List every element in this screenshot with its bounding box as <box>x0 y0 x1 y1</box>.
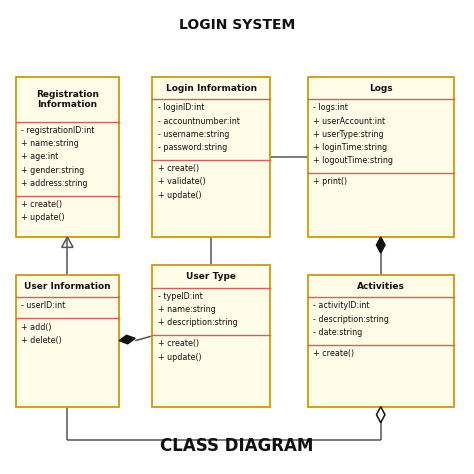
Text: LOGIN SYSTEM: LOGIN SYSTEM <box>179 18 295 32</box>
Text: Registration
Information: Registration Information <box>36 90 99 109</box>
Bar <box>308 275 454 407</box>
Text: + create(): + create() <box>313 349 355 358</box>
Text: - description:string: - description:string <box>313 315 389 324</box>
Text: + print(): + print() <box>313 177 347 186</box>
Text: + logoutTime:string: + logoutTime:string <box>313 156 393 165</box>
Text: - loginID:int: - loginID:int <box>158 103 204 112</box>
Text: Logs: Logs <box>369 83 392 92</box>
Polygon shape <box>119 335 135 344</box>
Bar <box>308 77 454 237</box>
Text: + update(): + update() <box>21 213 65 222</box>
Text: + name:string: + name:string <box>21 139 79 148</box>
Text: - password:string: - password:string <box>158 143 227 152</box>
Bar <box>16 77 119 237</box>
Text: + userAccount:int: + userAccount:int <box>313 117 385 126</box>
Text: + create(): + create() <box>158 339 199 348</box>
Text: - logs:int: - logs:int <box>313 103 348 112</box>
Text: User Type: User Type <box>186 272 236 281</box>
Text: + description:string: + description:string <box>158 319 237 328</box>
Text: + update(): + update() <box>158 353 201 362</box>
Text: + update(): + update() <box>158 191 201 200</box>
Text: + name:string: + name:string <box>158 305 216 314</box>
Text: - username:string: - username:string <box>158 130 229 139</box>
Bar <box>152 265 270 407</box>
Text: + create(): + create() <box>21 200 62 209</box>
Text: + create(): + create() <box>158 164 199 173</box>
Text: CLASS DIAGRAM: CLASS DIAGRAM <box>160 437 314 455</box>
Text: + address:string: + address:string <box>21 179 88 188</box>
Text: - date:string: - date:string <box>313 328 363 337</box>
Text: Activities: Activities <box>357 282 405 291</box>
Text: + age:int: + age:int <box>21 153 58 162</box>
Text: User Information: User Information <box>24 282 110 291</box>
Text: - userID:int: - userID:int <box>21 301 65 310</box>
Text: Login Information: Login Information <box>165 83 256 92</box>
Text: - accountnumber:int: - accountnumber:int <box>158 117 240 126</box>
Polygon shape <box>376 237 385 253</box>
Text: - activityID:int: - activityID:int <box>313 301 370 310</box>
Text: + loginTime:string: + loginTime:string <box>313 143 387 152</box>
Text: + gender:string: + gender:string <box>21 166 84 175</box>
Text: - typeID:int: - typeID:int <box>158 292 202 301</box>
Text: + validate(): + validate() <box>158 177 206 186</box>
Bar <box>16 275 119 407</box>
Text: + userType:string: + userType:string <box>313 130 384 139</box>
Text: - registrationID:int: - registrationID:int <box>21 126 94 135</box>
Text: + add(): + add() <box>21 322 52 331</box>
Bar <box>152 77 270 237</box>
Text: + delete(): + delete() <box>21 336 62 345</box>
Polygon shape <box>376 407 385 423</box>
